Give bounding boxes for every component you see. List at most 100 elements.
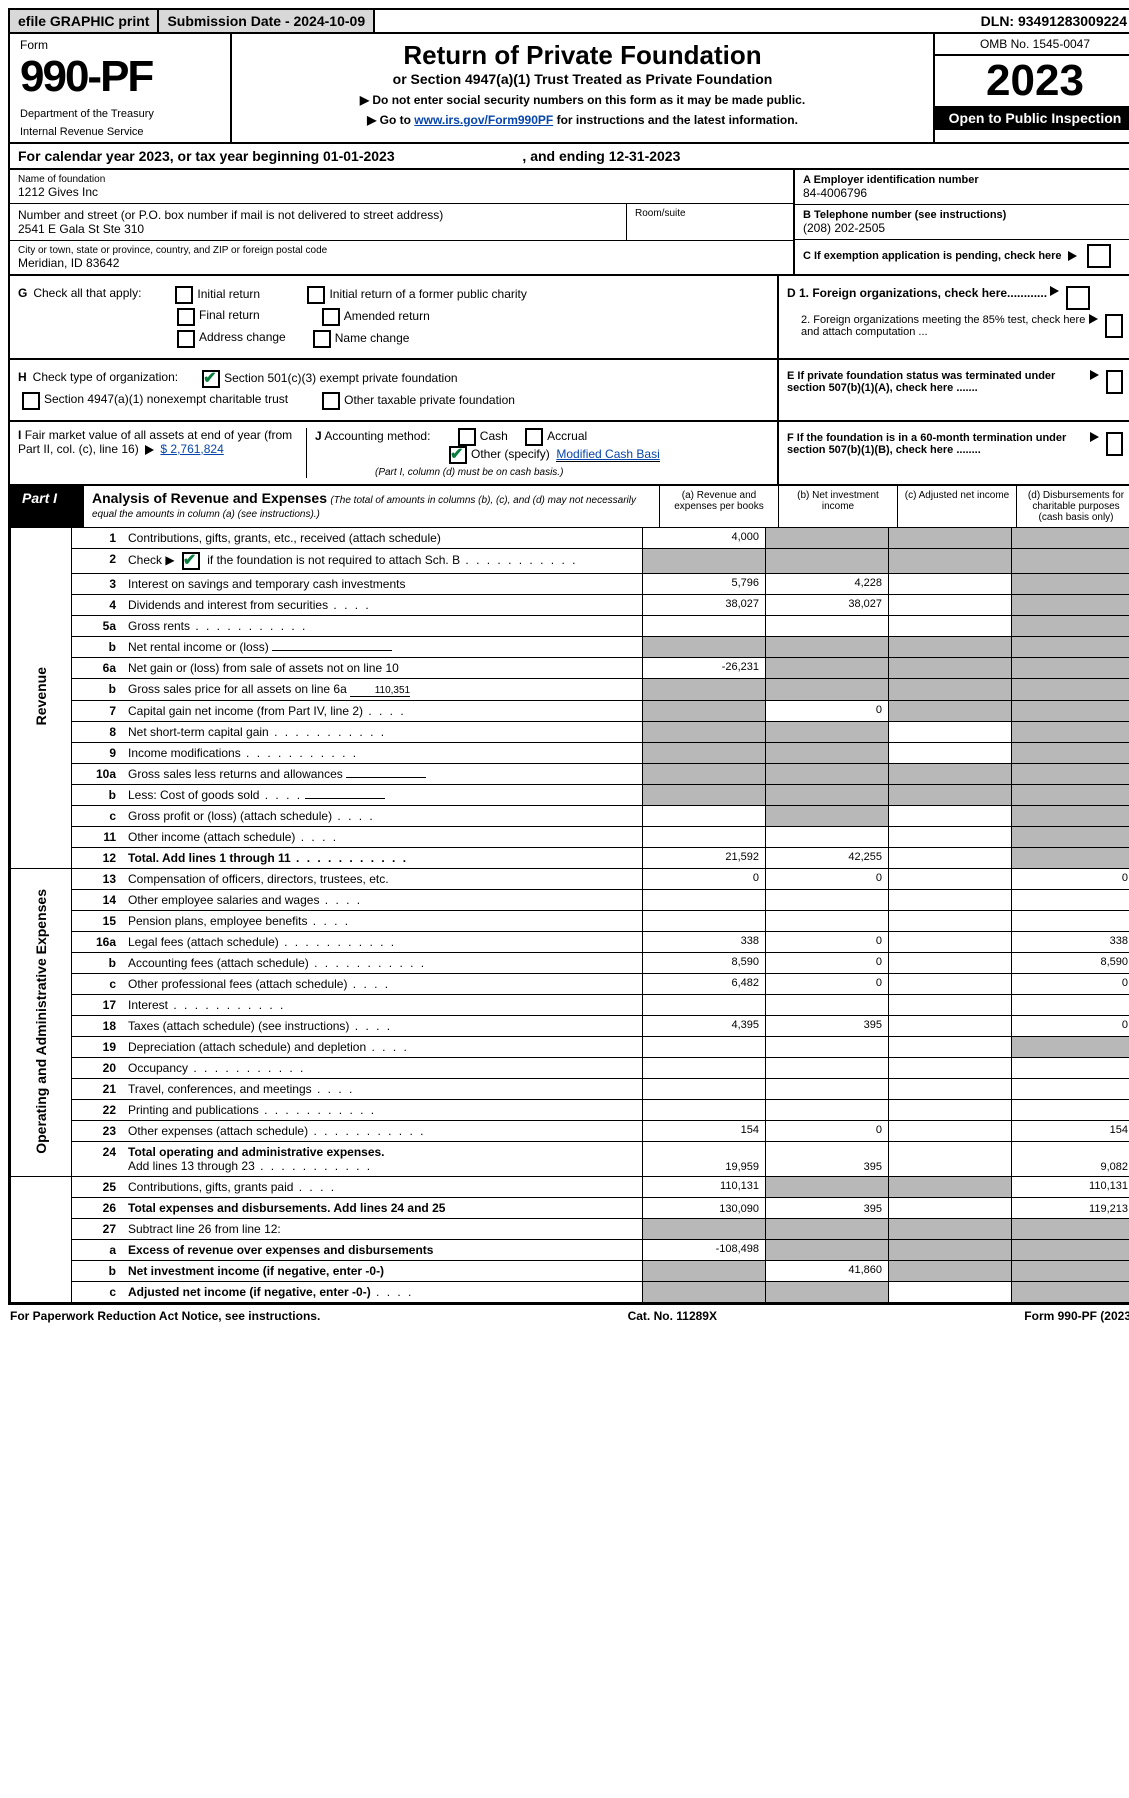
col-b-val: 0 [766, 974, 889, 995]
h-4947-checkbox[interactable] [22, 392, 40, 410]
col-a-val: 0 [643, 869, 766, 890]
g-final-return-checkbox[interactable] [177, 308, 195, 326]
r2-checkbox[interactable] [182, 552, 200, 570]
table-row: 3 Interest on savings and temporary cash… [11, 574, 1129, 595]
line-num: 6a [72, 658, 123, 679]
table-row: b Less: Cost of goods sold [11, 785, 1129, 806]
table-row: 14 Other employee salaries and wages [11, 890, 1129, 911]
top-bar: efile GRAPHIC print Submission Date - 20… [8, 8, 1129, 34]
line-desc: Compensation of officers, directors, tru… [122, 869, 643, 890]
line-desc: Dividends and interest from securities [122, 595, 643, 616]
line-desc: Gross profit or (loss) (attach schedule) [122, 806, 643, 827]
col-a-header: (a) Revenue and expenses per books [660, 486, 779, 527]
j-other-checkbox[interactable] [449, 446, 467, 464]
j-other-value[interactable]: Modified Cash Basi [556, 447, 659, 462]
footer-left: For Paperwork Reduction Act Notice, see … [10, 1309, 320, 1323]
street-address: 2541 E Gala St Ste 310 [18, 222, 618, 236]
form-number: 990-PF [20, 52, 220, 102]
h-opt2: Section 4947(a)(1) nonexempt charitable … [44, 392, 288, 406]
line-desc: Interest on savings and temporary cash i… [122, 574, 643, 595]
col-d-val: 0 [1012, 869, 1129, 890]
line-num: 16a [72, 932, 123, 953]
street-label: Number and street (or P.O. box number if… [18, 208, 618, 222]
h-501c3-checkbox[interactable] [202, 370, 220, 388]
col-c-val [889, 595, 1012, 616]
r2-post: if the foundation is not required to att… [204, 553, 460, 567]
note2-post: for instructions and the latest informat… [553, 113, 798, 127]
g-name-change-checkbox[interactable] [313, 330, 331, 348]
g-amended-checkbox[interactable] [322, 308, 340, 326]
opex-side-label: Operating and Administrative Expenses [11, 869, 72, 1177]
j-text: Accounting method: [324, 429, 430, 443]
part-i-label: Part I [10, 486, 84, 527]
g-text: Check all that apply: [33, 286, 141, 300]
col-a-val: 8,590 [643, 953, 766, 974]
g-opt5: Amended return [344, 309, 430, 323]
col-b-val: 0 [766, 953, 889, 974]
col-a-val: 19,959 [643, 1142, 766, 1177]
f-label: F If the foundation is in a 60-month ter… [787, 432, 1087, 456]
line-num: 14 [72, 890, 123, 911]
line-num: 20 [72, 1058, 123, 1079]
efile-print-button[interactable]: efile GRAPHIC print [10, 10, 159, 32]
line-desc: Interest [122, 995, 643, 1016]
note2-pre: ▶ Go to [367, 113, 414, 127]
line-num: 12 [72, 848, 123, 869]
h-other-taxable-checkbox[interactable] [322, 392, 340, 410]
table-row: 22 Printing and publications [11, 1100, 1129, 1121]
line-num: 25 [72, 1177, 123, 1198]
main-table: Revenue 1 Contributions, gifts, grants, … [10, 527, 1129, 1303]
col-a-val: 154 [643, 1121, 766, 1142]
line-num: 21 [72, 1079, 123, 1100]
g-address-change-checkbox[interactable] [177, 330, 195, 348]
calendar-year-line: For calendar year 2023, or tax year begi… [8, 144, 1129, 170]
col-d-val [1012, 574, 1129, 595]
line-desc: Pension plans, employee benefits [122, 911, 643, 932]
col-b-val: 395 [766, 1016, 889, 1037]
form-title: Return of Private Foundation [244, 40, 921, 71]
exemption-checkbox[interactable] [1087, 244, 1111, 268]
line-desc: Printing and publications [122, 1100, 643, 1121]
d2-checkbox[interactable] [1105, 314, 1123, 338]
col-a-val: 338 [643, 932, 766, 953]
line-num: 15 [72, 911, 123, 932]
line-num: c [72, 1282, 123, 1303]
g-lead: G [18, 286, 27, 300]
col-b-val: 395 [766, 1198, 889, 1219]
table-row: 10a Gross sales less returns and allowan… [11, 764, 1129, 785]
h-e-section: H Check type of organization: Section 50… [8, 360, 1129, 422]
line-desc: Excess of revenue over expenses and disb… [122, 1240, 643, 1261]
g-opt3: Address change [199, 330, 286, 344]
g-initial-public-checkbox[interactable] [307, 286, 325, 304]
d1-checkbox[interactable] [1066, 286, 1090, 310]
table-row: 5a Gross rents [11, 616, 1129, 637]
h-text: Check type of organization: [33, 370, 178, 384]
g-initial-return-checkbox[interactable] [175, 286, 193, 304]
d-section: D 1. Foreign organizations, check here..… [777, 276, 1129, 358]
line-num: a [72, 1240, 123, 1261]
line-num: 13 [72, 869, 123, 890]
part-i: Part I Analysis of Revenue and Expenses … [8, 486, 1129, 1305]
table-row: 11 Other income (attach schedule) [11, 827, 1129, 848]
col-b-val [766, 528, 889, 549]
h-opt3: Other taxable private foundation [344, 393, 515, 407]
g-opt2: Final return [199, 308, 260, 322]
f-checkbox[interactable] [1106, 432, 1123, 456]
line-num: b [72, 785, 123, 806]
form990pf-link[interactable]: www.irs.gov/Form990PF [414, 113, 553, 127]
i-j-f-section: I Fair market value of all assets at end… [8, 422, 1129, 486]
e-label: E If private foundation status was termi… [787, 370, 1087, 394]
e-checkbox[interactable] [1106, 370, 1123, 394]
h-lead: H [18, 370, 27, 384]
line-desc: Depreciation (attach schedule) and deple… [122, 1037, 643, 1058]
j-accrual-checkbox[interactable] [525, 428, 543, 446]
form-header: Form 990-PF Department of the Treasury I… [8, 34, 1129, 144]
table-row: 17 Interest [11, 995, 1129, 1016]
col-a-val: 38,027 [643, 595, 766, 616]
line-desc: Net investment income (if negative, ente… [122, 1261, 643, 1282]
cal-year-pre: For calendar year 2023, or tax year begi… [18, 148, 323, 164]
i-value[interactable]: $ 2,761,824 [160, 442, 223, 456]
part-i-title: Analysis of Revenue and Expenses (The to… [84, 486, 659, 527]
table-row: 8 Net short-term capital gain [11, 722, 1129, 743]
arrow-icon [145, 445, 154, 455]
